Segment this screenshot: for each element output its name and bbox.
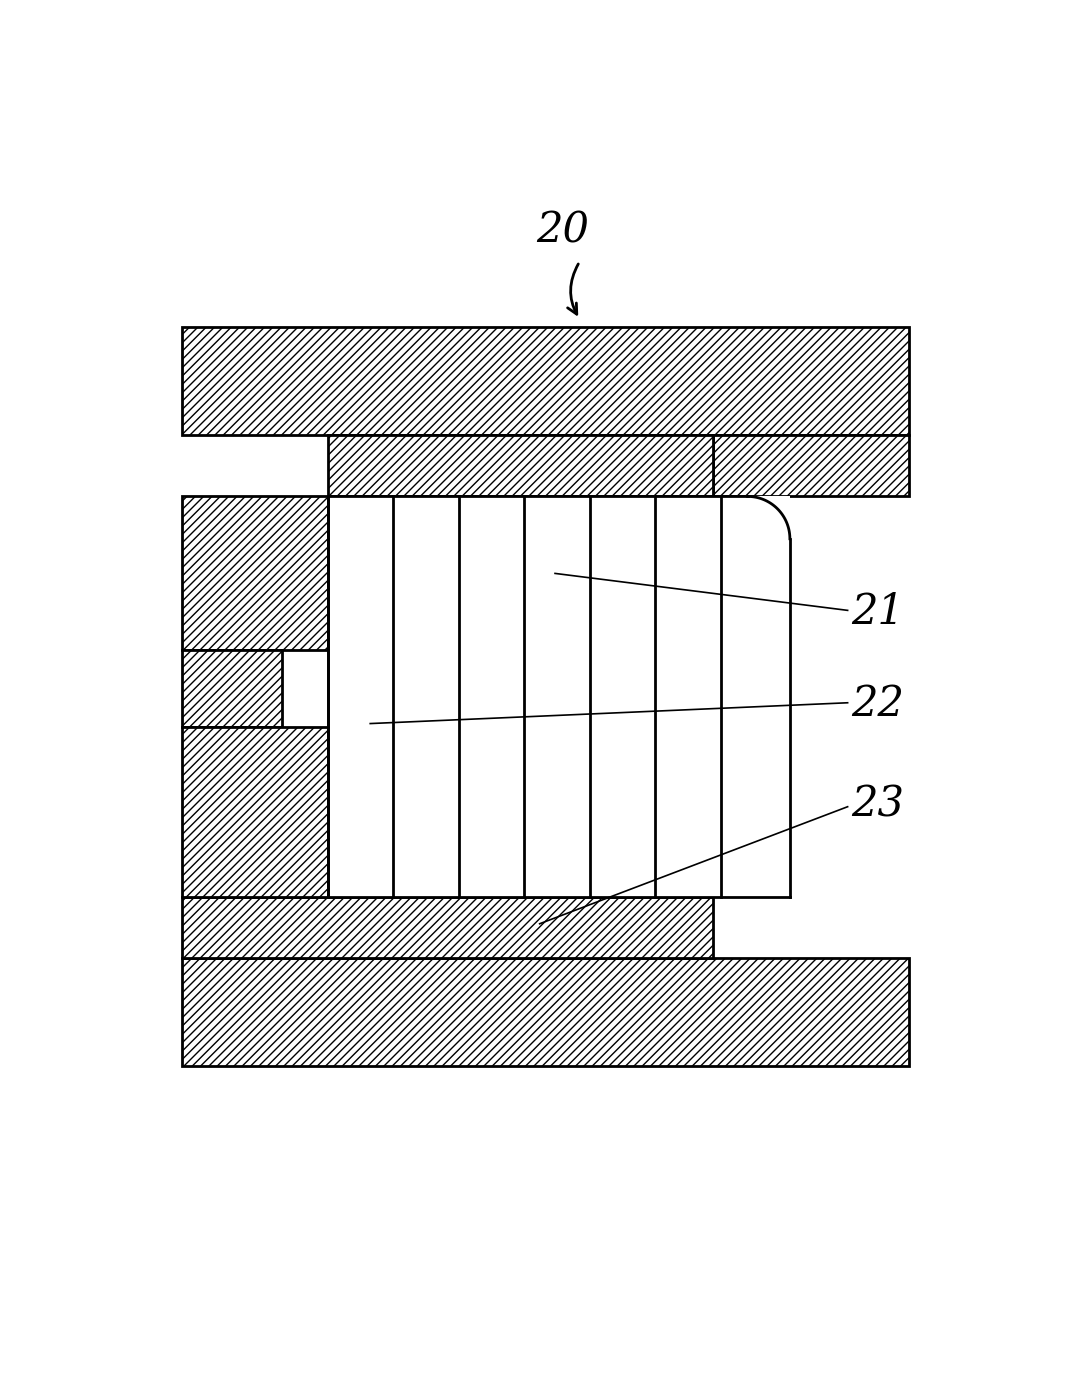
Text: 20: 20 [536, 210, 590, 252]
Bar [181, 650, 282, 728]
Bar [181, 327, 910, 435]
Text: 22: 22 [852, 684, 904, 725]
Bar [181, 728, 328, 897]
Bar [328, 497, 790, 897]
Bar [328, 435, 713, 497]
Text: 23: 23 [852, 783, 904, 825]
Bar [181, 497, 328, 650]
Bar [181, 897, 713, 958]
Bar [713, 435, 910, 497]
Text: 21: 21 [852, 591, 904, 632]
Bar [181, 958, 910, 1066]
